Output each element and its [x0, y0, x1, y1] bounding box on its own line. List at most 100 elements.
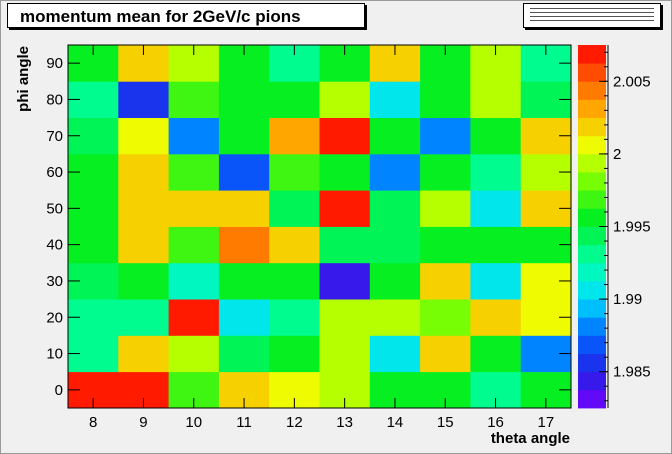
heatmap-cell — [269, 117, 320, 155]
heatmap-cell — [218, 299, 270, 336]
x-tick-label: 13 — [336, 414, 353, 431]
heatmap-cell — [319, 153, 371, 191]
palette-swatch — [578, 226, 606, 246]
heatmap-cell — [118, 81, 169, 118]
heatmap-cell — [118, 153, 169, 191]
heatmap-cell — [369, 299, 421, 336]
stats-line — [530, 16, 654, 17]
y-axis-label: phi angle — [15, 46, 32, 112]
y-tick-label: 80 — [46, 91, 63, 108]
stats-box — [523, 3, 661, 28]
heatmap-cell — [420, 226, 471, 264]
heatmap-cell — [420, 81, 471, 118]
heatmap-cell — [218, 262, 270, 300]
heatmap-cell — [168, 299, 220, 336]
heatmap-cell — [420, 299, 471, 336]
x-tick-label: 15 — [437, 414, 454, 431]
heatmap-cell — [168, 262, 220, 300]
heatmap-cell — [218, 81, 270, 118]
palette-swatch — [578, 389, 606, 409]
heatmap-cells — [68, 45, 572, 409]
palette-swatch — [578, 99, 606, 118]
heatmap-cell — [319, 117, 371, 155]
palette-swatch — [578, 317, 606, 336]
palette-swatch — [578, 45, 606, 64]
heatmap-cell — [168, 335, 220, 373]
heatmap-cell — [269, 299, 320, 336]
z-tick-label: 1.99 — [613, 291, 642, 308]
x-tick-label: 10 — [185, 414, 202, 431]
heatmap-cell — [420, 117, 471, 155]
heatmap-cell — [369, 81, 421, 118]
heatmap-cell — [218, 335, 270, 373]
heatmap-cell — [118, 262, 169, 300]
stats-line — [530, 12, 654, 13]
heatmap-cell — [420, 262, 471, 300]
y-tick-label: 30 — [46, 273, 63, 290]
heatmap-cell — [420, 190, 471, 227]
palette-swatch — [578, 208, 606, 227]
z-tick-label: 1.985 — [613, 364, 651, 381]
heatmap-cell — [470, 81, 522, 118]
heatmap-cell — [470, 153, 522, 191]
heatmap-cell — [218, 226, 270, 264]
palette-swatch — [578, 335, 606, 354]
palette-swatch — [578, 371, 606, 391]
x-tick-label: 16 — [487, 414, 504, 431]
chart-title: momentum mean for 2GeV/c pions — [20, 7, 301, 26]
color-palette — [578, 45, 606, 409]
heatmap-cell — [218, 117, 270, 155]
chart-title-box: momentum mean for 2GeV/c pions — [7, 3, 365, 28]
heatmap-cell — [470, 299, 522, 336]
heatmap-cell — [319, 335, 371, 373]
palette-swatch — [578, 135, 606, 155]
heatmap-cell — [420, 153, 471, 191]
heatmap-cell — [118, 226, 169, 264]
heatmap-cell — [168, 81, 220, 118]
heatmap-cell — [369, 190, 421, 227]
heatmap-cell — [319, 299, 371, 336]
x-tick-label: 11 — [236, 414, 252, 431]
x-axis: 8 9 10 11 12 13 14 15 16 17 — [89, 45, 554, 431]
heatmap-cell — [420, 335, 471, 373]
x-tick-label: 9 — [139, 414, 147, 431]
heatmap-cell — [218, 190, 270, 227]
heatmap-cell — [319, 226, 371, 264]
y-tick-label: 50 — [46, 200, 63, 217]
y-tick-label: 70 — [46, 128, 63, 145]
heatmap-cell — [269, 153, 320, 191]
heatmap-cell — [168, 117, 220, 155]
x-tick-label: 17 — [538, 414, 555, 431]
y-axis: 0 10 20 30 40 50 60 70 80 90 — [46, 55, 571, 399]
y-tick-label: 10 — [46, 346, 63, 363]
y-tick-label: 20 — [46, 309, 63, 326]
z-axis: 1.985 1.99 1.995 2 2.005 — [599, 45, 651, 408]
heatmap-cell — [168, 226, 220, 264]
heatmap-cell — [118, 335, 169, 373]
heatmap-cell — [319, 190, 371, 227]
heatmap-cell — [470, 117, 522, 155]
heatmap-cell — [319, 262, 371, 300]
palette-swatch — [578, 63, 606, 82]
heatmap-cell — [470, 262, 522, 300]
palette-swatch — [578, 81, 606, 100]
heatmap-cell — [470, 335, 522, 373]
x-tick-label: 12 — [286, 414, 303, 431]
y-tick-label: 40 — [46, 237, 63, 254]
x-axis-label: theta angle — [491, 430, 570, 447]
heatmap-cell — [470, 190, 522, 227]
heatmap-cell — [118, 190, 169, 227]
heatmap-cell — [369, 226, 421, 264]
palette-swatch — [578, 244, 606, 264]
palette-swatch — [578, 172, 606, 191]
x-tick-label: 8 — [89, 414, 97, 431]
palette-swatch — [578, 117, 606, 137]
y-tick-label: 90 — [46, 55, 63, 72]
heatmap-cell — [269, 81, 320, 118]
y-tick-label: 0 — [55, 382, 63, 399]
heatmap-cell — [369, 262, 421, 300]
heatmap-cell — [369, 153, 421, 191]
heatmap-cell — [118, 117, 169, 155]
heatmap-cell — [319, 81, 371, 118]
stats-line — [530, 20, 654, 21]
